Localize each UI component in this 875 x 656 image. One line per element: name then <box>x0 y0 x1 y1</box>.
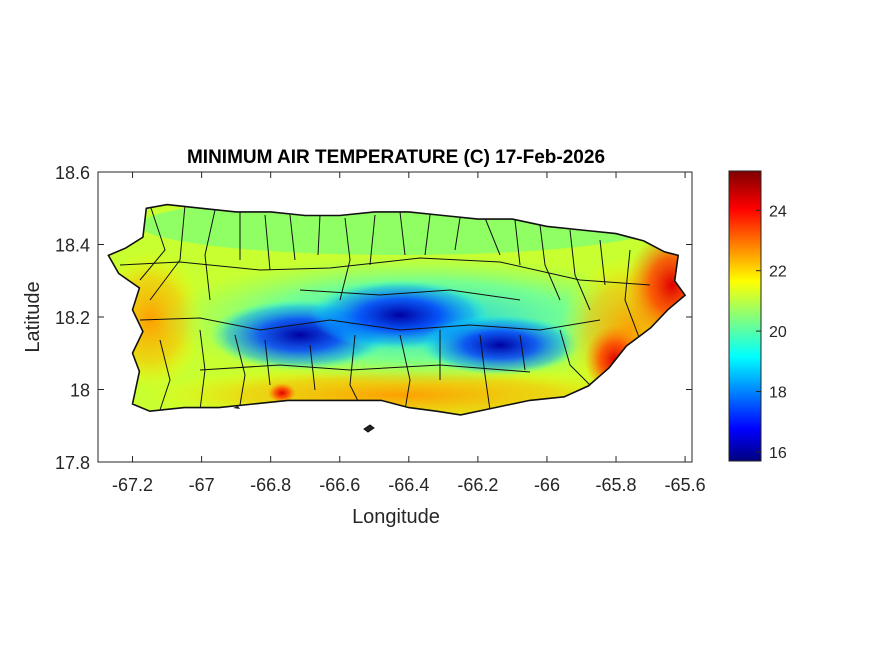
caja-de-muertos-island <box>363 424 375 433</box>
chart-title: MINIMUM AIR TEMPERATURE (C) 17-Feb-2026 <box>187 147 605 168</box>
y-tick-label: 17.8 <box>55 453 90 473</box>
boundary-line <box>149 204 186 301</box>
x-tick-label: -66.8 <box>250 475 291 495</box>
offshore-cay <box>233 406 240 409</box>
y-tick-label: 18.2 <box>55 308 90 328</box>
boundary-line <box>264 214 271 271</box>
boundary-line <box>349 334 361 406</box>
boundary-line <box>424 214 431 256</box>
x-tick-label: -66.2 <box>457 475 498 495</box>
y-tick-label: 18.6 <box>55 163 90 183</box>
y-tick-label: 18 <box>70 381 90 401</box>
x-tick-label: -66 <box>534 475 560 495</box>
boundary-line <box>514 219 521 266</box>
x-tick-label: -67.2 <box>112 475 153 495</box>
x-tick-label: -66.6 <box>319 475 360 495</box>
boundary-line <box>204 209 216 301</box>
x-tick-label: -67 <box>189 475 215 495</box>
boundary-line <box>159 339 171 411</box>
y-axis: 17.8 18 18.2 18.4 18.6 <box>55 163 692 473</box>
boundary-line <box>234 334 246 406</box>
cold-core-east <box>420 315 580 375</box>
boundary-line <box>199 364 531 373</box>
colorbar-tick-label: 18 <box>769 385 787 402</box>
colorbar-tick-label: 24 <box>769 203 787 220</box>
hot-southwest-spot <box>268 383 296 403</box>
x-tick-label: -65.8 <box>596 475 637 495</box>
boundary-line <box>139 204 166 281</box>
x-axis: -67.2 -67 -66.8 -66.6 -66.4 -66.2 -66 -65.8 -65.… <box>112 172 706 495</box>
boundary-line <box>139 317 601 331</box>
boundary-line <box>289 214 296 261</box>
boundary-line <box>484 217 501 256</box>
boundary-line <box>569 229 591 311</box>
hot-northeast <box>627 230 686 340</box>
boundary-line <box>119 257 651 286</box>
boundary-line <box>317 214 321 256</box>
colorbar-tick-label: 16 <box>769 445 787 462</box>
boundary-line <box>299 289 521 301</box>
boundary-line <box>339 217 351 301</box>
boundary-line <box>599 239 606 286</box>
colorbar-axis: 16 18 20 22 24 <box>756 203 787 462</box>
boundary-line <box>264 339 271 386</box>
x-tick-label: -66.4 <box>388 475 429 495</box>
boundary-line <box>539 224 561 301</box>
colorbar-tick-label: 20 <box>769 324 787 341</box>
temperature-field <box>108 204 686 415</box>
boundary-line <box>399 334 411 411</box>
y-axis-label: Latitude <box>22 281 44 352</box>
boundary-line <box>624 249 641 341</box>
boundary-line <box>399 211 406 256</box>
y-tick-label: 18.4 <box>55 236 90 256</box>
colorbar <box>728 170 762 462</box>
boundary-line <box>369 214 376 266</box>
boundary-line <box>454 217 461 251</box>
boundary-line <box>479 334 491 411</box>
x-tick-label: -65.6 <box>665 475 706 495</box>
boundary-line <box>559 329 591 386</box>
island-outline <box>107 203 687 416</box>
colorbar-tick-label: 22 <box>769 264 787 281</box>
municipality-boundaries <box>119 204 651 411</box>
boundary-line <box>519 334 526 371</box>
x-axis-label: Longitude <box>352 506 440 528</box>
